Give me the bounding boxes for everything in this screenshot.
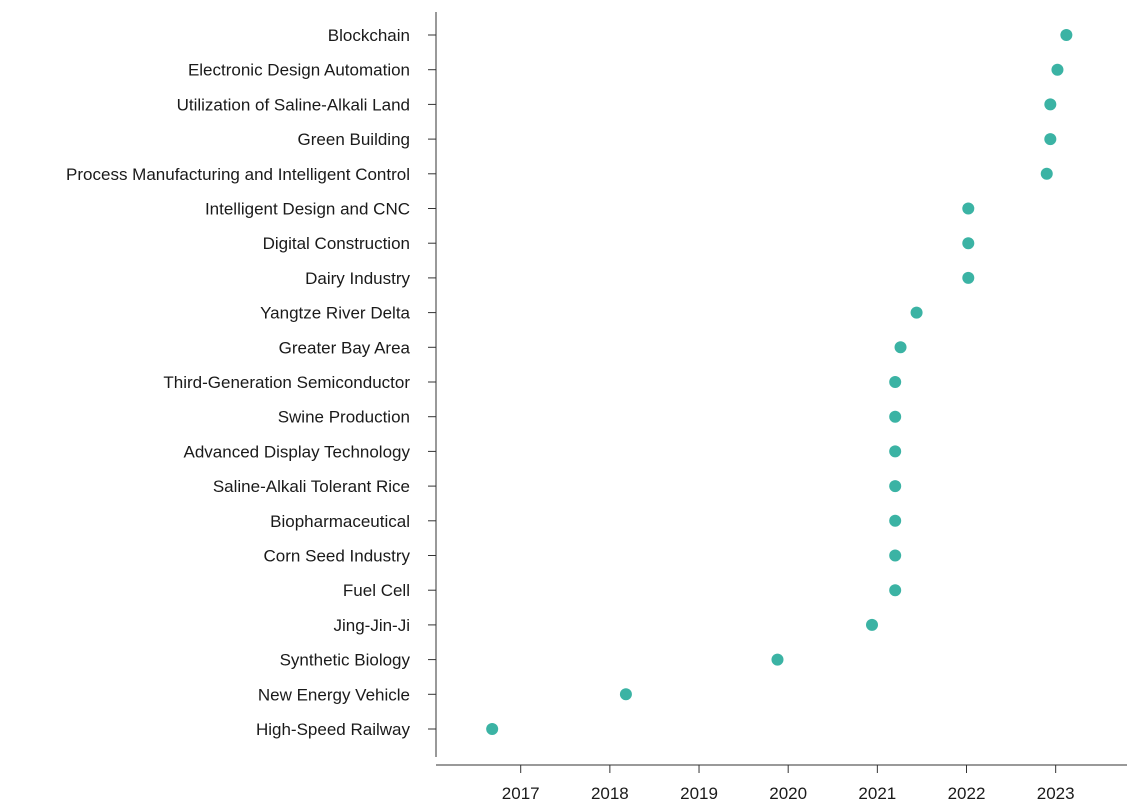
x-tick-label: 2023 <box>1037 784 1075 801</box>
y-tick-label: Corn Seed Industry <box>264 547 411 566</box>
x-tick-label: 2018 <box>591 784 629 801</box>
data-point <box>1040 167 1053 180</box>
y-tick-label: Green Building <box>298 130 410 149</box>
y-tick-label: Dairy Industry <box>305 269 410 288</box>
x-tick-label: 2019 <box>680 784 718 801</box>
y-tick-label: Biopharmaceutical <box>270 512 410 531</box>
x-tick-label: 2017 <box>502 784 540 801</box>
data-point <box>1044 133 1057 146</box>
y-tick-label: Electronic Design Automation <box>188 61 410 80</box>
x-tick-label: 2021 <box>858 784 896 801</box>
point-group <box>486 29 1073 735</box>
data-point <box>889 445 902 458</box>
y-tick-label: Synthetic Biology <box>280 651 411 670</box>
y-tick-label: Utilization of Saline-Alkali Land <box>177 95 410 114</box>
data-point <box>1044 98 1057 111</box>
data-point <box>962 237 975 250</box>
data-point <box>771 653 784 666</box>
y-tick-label: High-Speed Railway <box>256 720 411 739</box>
data-point <box>962 202 975 215</box>
data-point <box>486 723 499 735</box>
y-tick-label: Swine Production <box>278 408 410 427</box>
x-tick-label: 2022 <box>948 784 986 801</box>
data-point <box>889 549 902 562</box>
y-tick-label: Intelligent Design and CNC <box>205 200 410 219</box>
y-tick-label: Jing-Jin-Ji <box>333 616 410 635</box>
data-point <box>889 514 902 527</box>
y-tick-label: Digital Construction <box>263 234 410 253</box>
y-tick-label: Process Manufacturing and Intelligent Co… <box>66 165 410 184</box>
data-point <box>889 584 902 597</box>
y-tick-label: Advanced Display Technology <box>184 442 411 461</box>
data-point <box>962 271 975 284</box>
y-tick-label: Third-Generation Semiconductor <box>163 373 410 392</box>
data-point <box>889 410 902 423</box>
y-tick-label: Greater Bay Area <box>279 338 411 357</box>
y-tick-label: New Energy Vehicle <box>258 685 410 704</box>
data-point <box>1051 63 1064 76</box>
y-tick-label: Blockchain <box>328 26 410 45</box>
data-point <box>894 341 907 354</box>
y-tick-label: Yangtze River Delta <box>260 304 410 323</box>
data-point <box>865 618 878 631</box>
y-tick-label: Saline-Alkali Tolerant Rice <box>213 477 410 496</box>
x-tick-label: 2020 <box>769 784 807 801</box>
data-point <box>889 480 902 493</box>
y-tick-group: Blockchain Electronic Design Automation Ut… <box>66 26 436 739</box>
data-point <box>910 306 923 319</box>
y-tick-label: Fuel Cell <box>343 581 410 600</box>
data-point <box>1060 29 1073 41</box>
data-point <box>619 688 632 701</box>
data-point <box>889 376 902 388</box>
x-tick-group: 2017 2018 2019 2020 2021 2022 2023 <box>502 765 1075 801</box>
